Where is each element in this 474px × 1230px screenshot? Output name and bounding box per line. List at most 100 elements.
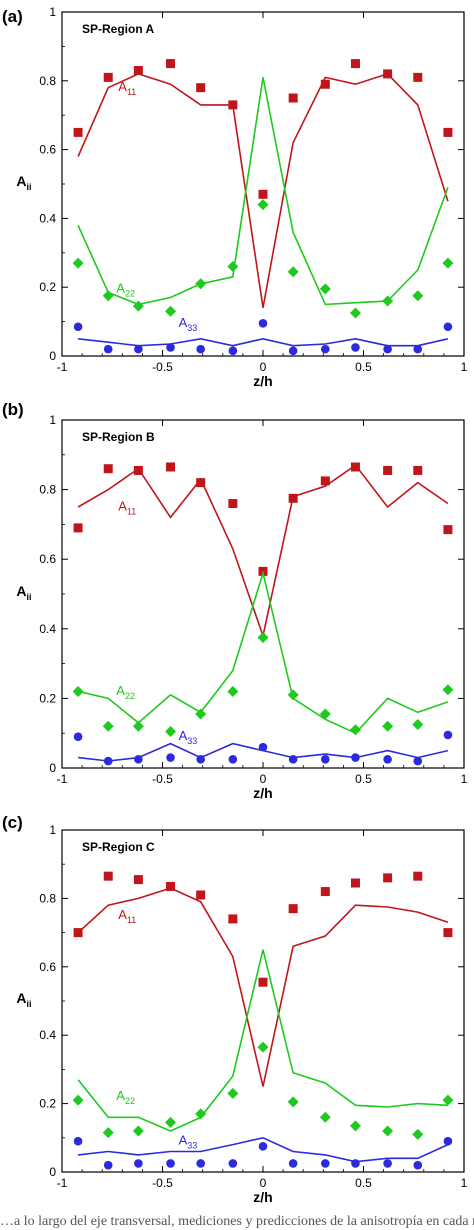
data-point-A33 [288, 346, 298, 356]
series-label-subscript: 22 [125, 288, 135, 298]
data-point-A11 [103, 72, 113, 82]
data-point-A22 [72, 257, 84, 269]
data-point-A33 [73, 732, 83, 741]
data-point-A22 [72, 1094, 84, 1106]
y-axis-label: Aii [16, 990, 31, 1009]
x-tick-label: 0 [260, 360, 267, 374]
x-tick-label: 1 [461, 772, 468, 786]
x-tick-label: -1 [57, 772, 68, 786]
data-point-A11 [383, 873, 393, 883]
data-point-A22 [382, 720, 394, 732]
x-tick-label: 0.5 [355, 772, 372, 786]
series-label-subscript: 33 [187, 1141, 197, 1151]
data-point-A33 [103, 756, 113, 766]
data-point-A33 [196, 344, 205, 354]
data-point-A11 [320, 79, 330, 89]
panel-label: (a) [2, 7, 23, 26]
data-point-A11 [413, 72, 423, 82]
data-point-A33 [166, 343, 175, 352]
series-label-subscript: 11 [127, 506, 136, 516]
data-point-A11 [166, 59, 176, 69]
data-point-A33 [413, 344, 423, 354]
data-point-A22 [319, 708, 331, 720]
data-point-A33 [413, 756, 423, 766]
data-point-A22 [227, 1087, 239, 1099]
series-line-A11 [77, 887, 449, 1087]
x-tick-label: -1 [57, 1176, 68, 1190]
data-point-A11 [228, 499, 238, 509]
data-point-A33 [351, 1159, 360, 1168]
data-point-A11 [320, 887, 330, 897]
plot-frame [61, 829, 465, 1173]
series-line-A33 [78, 1136, 449, 1163]
data-point-A22 [287, 266, 299, 278]
chart-panel-c: -1 -0.5 0 0.5 1 0 0.2 0.4 0.6 0.8 1 z/h Aii (c) SP-Reg… [2, 813, 468, 1205]
y-tick-label: 1 [49, 823, 56, 837]
data-point-A22 [102, 720, 114, 732]
series-label-subscript: 11 [127, 915, 136, 925]
data-point-A22 [319, 283, 331, 295]
data-point-A33 [351, 343, 360, 352]
x-tick-label: -0.5 [152, 772, 173, 786]
data-point-A33 [443, 1136, 453, 1146]
data-point-A11 [196, 478, 206, 488]
data-point-A22 [195, 708, 207, 720]
data-point-A11 [73, 127, 83, 137]
y-tick-label: 0 [49, 761, 56, 775]
series-label-A11: A11 [118, 79, 136, 97]
data-point-A33 [166, 1159, 175, 1168]
data-point-A33 [228, 346, 238, 356]
figure-caption: …a lo largo del eje transversal, medicio… [0, 1214, 474, 1229]
series-label-subscript: 33 [187, 736, 197, 746]
data-point-A22 [319, 1111, 331, 1123]
data-point-A22 [102, 1127, 114, 1139]
data-point-A11 [133, 875, 143, 885]
y-axis-label: Aii [16, 173, 31, 192]
x-tick-label: 0 [260, 1176, 267, 1190]
x-axis-label: z/h [253, 785, 272, 801]
series-label-A22: A22 [116, 683, 135, 701]
data-point-A11 [133, 65, 143, 75]
data-point-A11 [350, 59, 360, 69]
x-axis-label: z/h [253, 1189, 272, 1205]
data-point-A11 [103, 464, 113, 474]
data-point-A11 [73, 928, 83, 938]
series-label-A33: A33 [179, 315, 198, 333]
data-point-A22 [102, 290, 114, 302]
y-tick-label: 0.4 [39, 1028, 56, 1042]
y-tick-label: 0.2 [39, 280, 56, 294]
data-point-A22 [257, 199, 269, 211]
x-tick-label: -1 [57, 360, 68, 374]
data-point-A33 [103, 1160, 113, 1170]
data-point-A11 [383, 69, 393, 79]
data-point-A33 [134, 1159, 143, 1168]
data-point-A33 [321, 344, 330, 354]
y-axis-label-subscript: ii [27, 999, 32, 1009]
data-point-A11 [350, 878, 360, 888]
data-point-A22 [165, 1116, 177, 1128]
series-label-A22: A22 [116, 280, 135, 298]
data-point-A33 [134, 755, 143, 764]
data-point-A22 [287, 689, 299, 701]
data-point-A11 [443, 525, 453, 535]
x-tick-label: 0.5 [355, 1176, 372, 1190]
data-point-A33 [413, 1160, 423, 1170]
data-point-A22 [382, 295, 394, 307]
data-point-A11 [166, 462, 176, 472]
y-tick-label: 0.8 [39, 891, 56, 905]
x-tick-label: 0 [260, 772, 267, 786]
data-point-A22 [132, 720, 144, 732]
data-point-A11 [350, 462, 360, 472]
chart-title: SP-Region C [82, 840, 155, 854]
x-tick-label: 0.5 [355, 360, 372, 374]
panel-label: (c) [2, 813, 23, 832]
series-label-subscript: 22 [125, 691, 135, 701]
data-point-A11 [413, 871, 423, 881]
x-tick-label: 1 [461, 360, 468, 374]
data-point-A33 [228, 1159, 238, 1168]
data-point-A11 [443, 127, 453, 137]
chart-title: SP-Region B [82, 430, 155, 444]
data-point-A22 [132, 300, 144, 312]
data-point-A33 [258, 1142, 268, 1151]
